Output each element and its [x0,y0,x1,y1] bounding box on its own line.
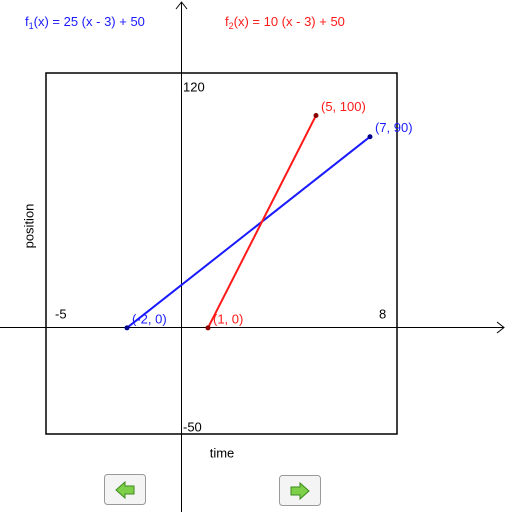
point-label: (5, 100) [321,99,366,114]
data-point [205,325,211,331]
function-label-part: 1 [29,21,34,31]
x-tick-label: -5 [55,306,67,321]
function-label-part: 2 [229,21,234,31]
x-axis-label: time [210,445,235,460]
point-label: (-2, 0) [132,311,167,326]
x-tick-label: 8 [379,306,386,321]
next-button[interactable] [279,475,321,506]
function-label-part: (x) = 25 (x - 3) + 50 [34,14,145,29]
y-axis-label: position [21,204,36,249]
data-point [367,134,373,140]
series-line [126,135,371,329]
function-label-part: (x) = 10 (x - 3) + 50 [234,14,345,29]
series-line [207,115,317,329]
point-label: (7, 90) [375,120,413,135]
left-arrow-icon [115,480,135,500]
y-axis-arrow [175,1,188,10]
data-point [124,325,130,331]
function-label: f1(x) = 25 (x - 3) + 50 [25,14,145,31]
right-arrow-icon [290,481,310,501]
prev-button[interactable] [104,474,146,505]
function-label-part: f [225,14,229,29]
point-label: (1, 0) [213,311,243,326]
plot-frame [45,72,398,435]
x-axis-arrow [496,321,505,334]
y-tick-label: 120 [183,79,205,94]
function-label-part: f [25,14,29,29]
y-tick-label: -50 [183,419,202,434]
data-point [313,112,319,118]
function-label: f2(x) = 10 (x - 3) + 50 [225,14,345,31]
